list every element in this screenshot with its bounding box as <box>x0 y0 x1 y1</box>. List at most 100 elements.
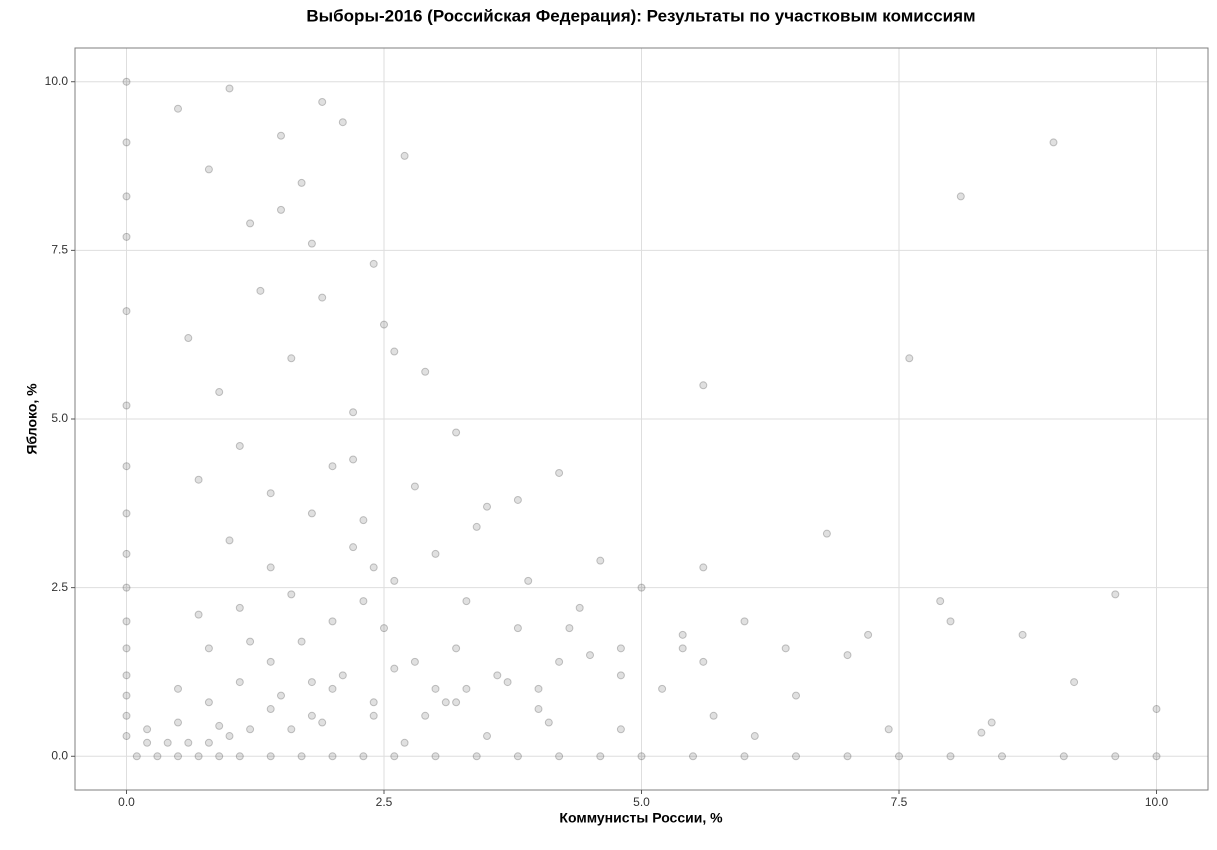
point <box>297 752 306 761</box>
point <box>905 354 914 363</box>
point <box>235 441 244 450</box>
point <box>431 684 440 693</box>
point <box>390 576 399 585</box>
point <box>637 583 646 592</box>
point <box>359 752 368 761</box>
point <box>307 678 316 687</box>
point <box>235 603 244 612</box>
point <box>400 151 409 160</box>
point <box>472 522 481 531</box>
point <box>246 219 255 228</box>
point <box>431 752 440 761</box>
point <box>689 752 697 761</box>
point <box>328 462 337 471</box>
point <box>421 711 430 720</box>
point <box>122 711 131 720</box>
point <box>122 138 131 147</box>
point <box>122 192 131 201</box>
point <box>225 536 234 545</box>
point <box>483 732 491 741</box>
point <box>513 495 522 504</box>
point <box>616 671 625 680</box>
point <box>555 752 564 761</box>
point <box>678 630 687 639</box>
point <box>390 347 399 356</box>
point <box>307 711 316 720</box>
point <box>122 732 131 741</box>
point <box>328 752 337 761</box>
point <box>174 104 182 113</box>
x-axis-title: Коммунисты России, % <box>559 810 723 826</box>
point <box>287 725 296 734</box>
point <box>266 705 275 714</box>
point <box>369 259 378 268</box>
point <box>534 684 543 693</box>
point <box>544 718 553 727</box>
x-tick-label: 5.0 <box>633 795 650 809</box>
point <box>287 590 296 599</box>
point <box>1070 678 1079 687</box>
point <box>174 684 182 693</box>
point <box>143 738 152 747</box>
point <box>297 178 306 187</box>
point <box>194 610 203 619</box>
point <box>307 239 316 248</box>
point <box>194 752 203 761</box>
point <box>616 644 625 653</box>
point <box>204 644 213 653</box>
point <box>122 583 131 592</box>
point <box>410 482 419 491</box>
point <box>349 543 358 552</box>
point <box>122 462 131 471</box>
point <box>998 752 1006 761</box>
point <box>122 549 131 558</box>
y-tick-label: 10.0 <box>45 74 69 88</box>
point <box>596 556 605 565</box>
point <box>328 617 337 626</box>
point <box>864 630 873 639</box>
point <box>122 671 131 680</box>
point <box>1111 590 1120 599</box>
point <box>1111 752 1120 761</box>
point <box>843 752 852 761</box>
point <box>565 624 574 633</box>
point <box>637 752 646 761</box>
point <box>534 705 543 714</box>
point <box>586 651 594 660</box>
point <box>194 475 203 484</box>
point <box>122 644 131 653</box>
point <box>163 738 172 747</box>
point <box>699 563 708 572</box>
point <box>441 698 450 707</box>
point <box>328 684 337 693</box>
point <box>843 651 852 660</box>
point <box>318 718 327 727</box>
x-tick-label: 0.0 <box>118 795 135 809</box>
point <box>658 684 667 693</box>
point <box>318 97 327 106</box>
point <box>822 529 831 538</box>
points <box>122 77 1161 761</box>
point <box>483 502 491 511</box>
point <box>1059 752 1068 761</box>
y-tick-label: 2.5 <box>51 580 68 594</box>
point <box>215 752 224 761</box>
y-tick-label: 0.0 <box>51 748 68 762</box>
x-tick-label: 2.5 <box>376 795 393 809</box>
point <box>225 732 234 741</box>
point <box>884 725 893 734</box>
point <box>555 468 564 477</box>
point <box>277 205 285 214</box>
point <box>277 131 285 140</box>
point <box>132 752 141 761</box>
point <box>1018 630 1027 639</box>
point <box>256 286 265 295</box>
point <box>266 657 275 666</box>
point <box>956 192 965 201</box>
point <box>122 232 131 241</box>
point <box>524 576 533 585</box>
point <box>699 381 708 390</box>
point <box>709 711 718 720</box>
point <box>616 725 625 734</box>
